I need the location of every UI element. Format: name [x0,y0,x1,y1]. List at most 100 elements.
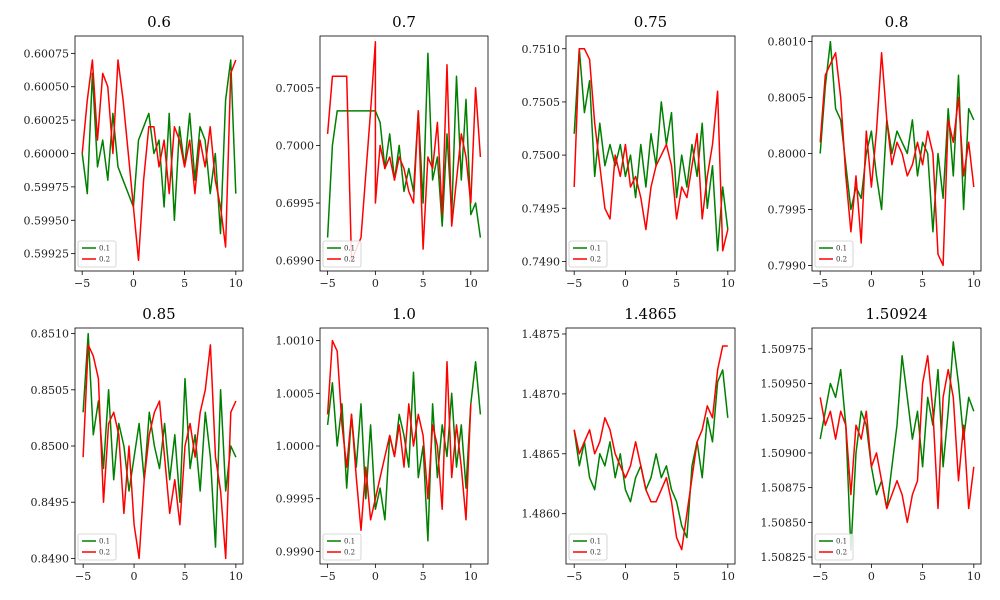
legend-label-0: 0.1 [344,245,355,253]
y-tick-label: 0.8005 [768,92,807,105]
series-line-1 [573,345,728,551]
series-line-1 [326,339,472,532]
subplot-title: 0.75 [634,13,667,31]
y-tick-label: 0.7005 [276,82,315,95]
y-tick-label: 0.9990 [276,545,315,558]
legend-label-0: 0.1 [836,538,847,546]
y-tick-label: 1.50875 [761,482,807,495]
legend: 0.10.2 [814,240,854,268]
x-tick-label: 0 [372,277,379,290]
x-tick-label: 10 [229,277,243,290]
x-tick-label: 0 [622,277,629,290]
subplot-title: 1.4865 [624,305,677,323]
subplot-0: 0.6 −5 0 5 10 0.59925 0.59950 0.59975 0.60000 0.6… [24,13,244,290]
y-tick-label: 1.4875 [522,328,561,341]
y-tick-label: 0.60050 [24,81,70,94]
x-tick-label: −5 [566,277,582,290]
legend-label-1: 0.2 [99,256,110,264]
subplot-title: 0.85 [142,305,175,323]
y-tick-label: 0.59950 [24,214,70,227]
y-tick-label: 0.6990 [276,255,315,268]
subplot-4: 0.85 −5 0 5 10 0.8490 0.8495 0.8500 0.8505 0.8510… [31,305,244,583]
legend-box [568,240,608,268]
y-tick-label: 0.6995 [276,197,315,210]
y-tick-label: 0.7495 [522,202,561,215]
legend-label-0: 0.1 [590,538,601,546]
x-tick-label: 5 [919,570,926,583]
y-tick-label: 0.7505 [522,96,561,109]
x-tick-label: 10 [721,277,735,290]
x-tick-label: 0 [622,570,629,583]
series-line-1 [819,52,975,267]
x-tick-label: −5 [320,277,336,290]
y-tick-label: 0.7995 [768,203,807,216]
y-tick-label: 1.50825 [761,551,807,564]
axes-frame [565,327,736,565]
legend-label-0: 0.1 [344,538,355,546]
legend: 0.10.2 [77,240,117,268]
subplot-6: 1.4865−5 0 5 101.48601.48651.48701.48750.10… [522,305,736,583]
series-line-0 [573,48,729,252]
y-tick-label: 0.60075 [24,47,70,60]
series-line-1 [573,48,729,252]
y-tick-label: 0.9995 [276,493,315,506]
legend-label-1: 0.2 [344,256,355,264]
y-tick-label: 1.0005 [276,387,315,400]
y-tick-label: 0.7490 [522,255,561,268]
y-tick-label: 0.8010 [768,36,807,49]
x-tick-label: 5 [673,277,680,290]
legend-box [568,533,608,561]
subplot-title: 1.0 [392,305,416,323]
legend-label-1: 0.2 [836,549,847,557]
x-tick-label: 10 [464,277,478,290]
series-line-0 [82,332,237,548]
legend-label-0: 0.1 [590,245,601,253]
x-tick-label: 0 [372,570,379,583]
legend-label-0: 0.1 [99,538,110,546]
y-tick-label: 1.50850 [761,516,807,529]
axes-frame [74,327,244,565]
series-line-1 [82,344,237,560]
x-tick-label: 5 [673,570,680,583]
series-line-1 [81,59,237,262]
series-line-0 [573,369,729,539]
axes-frame [319,35,489,272]
legend-label-1: 0.2 [836,256,847,264]
series-line-1 [819,355,975,524]
y-tick-label: 0.7510 [522,43,561,56]
y-tick-label: 1.4870 [522,388,561,401]
y-tick-label: 1.4860 [522,508,561,521]
y-tick-label: 1.0010 [276,335,315,348]
x-tick-label: 0 [130,277,137,290]
legend-label-1: 0.2 [99,549,110,557]
y-tick-label: 0.7990 [768,259,807,272]
series-line-0 [81,59,237,235]
x-tick-label: −5 [74,277,90,290]
y-tick-label: 0.8490 [31,552,70,565]
subplot-7: 1.50924 −5 0 5 10 1.50825 1.50850 1.50875 1.5090… [761,305,982,583]
y-tick-label: 0.60025 [24,114,70,127]
y-tick-label: 1.50975 [761,343,807,356]
legend-box [322,533,362,561]
y-tick-label: 1.0000 [276,440,315,453]
y-tick-label: 1.50925 [761,412,807,425]
x-tick-label: 10 [229,570,243,583]
x-tick-label: 5 [181,277,188,290]
legend: 0.10.2 [322,533,362,561]
legend-label-1: 0.2 [590,549,601,557]
series-line-1 [326,41,482,262]
y-tick-label: 0.8510 [31,328,70,341]
legend: 0.10.2 [568,533,608,561]
subplot-2: 0.75 −5 0 5 10 0.7490 0.7495 0.7500 0.7505 0.7510… [522,13,736,290]
x-tick-label: 10 [967,277,981,290]
series-line-0 [326,52,482,238]
legend-label-1: 0.2 [590,256,601,264]
subplot-title: 0.7 [392,13,416,31]
legend-box [814,240,854,268]
legend: 0.10.2 [322,240,362,268]
series-line-0 [326,360,482,542]
x-tick-label: −5 [566,570,582,583]
subplot-5: 1.0 −5 0 5 10 0.9990 0.9995 1.0000 1.0005 1.0010 0… [276,305,489,583]
y-tick-label: 0.8500 [31,440,70,453]
